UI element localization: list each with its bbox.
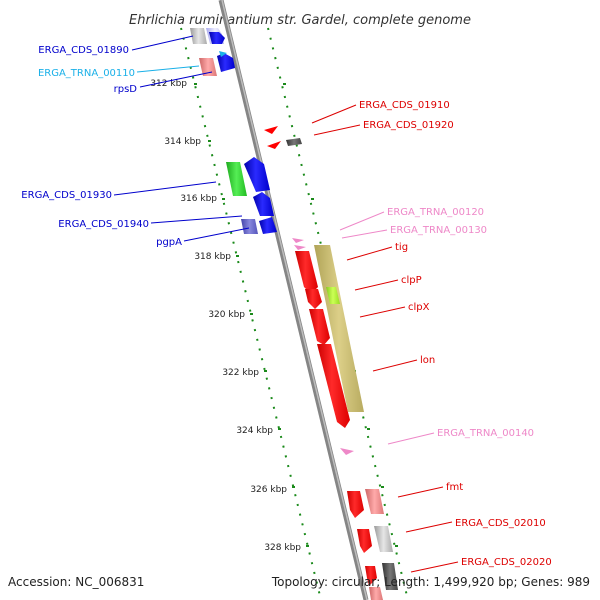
tick-label: 314 kbp	[164, 137, 201, 147]
gene-arrow	[259, 217, 277, 234]
gene-arrow	[382, 563, 398, 590]
genome-backbone-highlight	[221, 0, 368, 600]
gene-arrow	[295, 251, 318, 294]
gene-arrow	[199, 58, 217, 76]
trna-marker	[292, 238, 304, 243]
gene-arrow	[326, 287, 340, 304]
right-callout-lines	[311, 104, 459, 573]
trna-marker	[264, 126, 278, 134]
gene-label[interactable]: ERGA_TRNA_00130	[390, 225, 487, 236]
tick-label: 320 kbp	[208, 310, 245, 320]
outer-track-left	[180, 27, 322, 600]
genome-backbone	[218, 0, 369, 600]
gene-label[interactable]: rpsD	[114, 84, 138, 95]
gene-label[interactable]: ERGA_TRNA_00110	[38, 68, 135, 79]
gene-arrow	[305, 289, 322, 309]
tick-label: 322 kbp	[222, 368, 259, 378]
left-labels: ERGA_CDS_01890 ERGA_TRNA_00110 rpsD ERGA…	[21, 45, 182, 248]
right-labels: ERGA_CDS_01910 ERGA_CDS_01920 ERGA_TRNA_…	[359, 100, 552, 568]
gene-label[interactable]: ERGA_TRNA_00120	[387, 207, 484, 218]
tick-labels: 312 kbp 314 kbp 316 kbp 318 kbp 320 kbp …	[150, 79, 301, 553]
tick-label: 324 kbp	[236, 426, 273, 436]
outer-track-right	[267, 27, 409, 600]
gene-arrow	[190, 28, 207, 44]
gene-arrow	[244, 157, 270, 192]
gene-label[interactable]: lon	[420, 355, 435, 366]
gene-label[interactable]: pgpA	[156, 237, 182, 248]
topology-text: Topology: circular; Length: 1,499,920 bp…	[271, 575, 590, 589]
gene-label[interactable]: ERGA_CDS_02010	[455, 518, 546, 529]
gene-arrow	[226, 162, 247, 196]
gene-arrow	[209, 32, 225, 44]
gene-arrow	[241, 219, 258, 234]
gene-arrow	[309, 309, 330, 345]
map-title: Ehrlichia ruminantium str. Gardel, compl…	[129, 13, 471, 28]
tick-label: 328 kbp	[264, 543, 301, 553]
gene-label[interactable]: tig	[395, 242, 408, 253]
gene-arrow	[357, 529, 372, 553]
gene-label[interactable]: ERGA_CDS_01890	[38, 45, 129, 56]
forward-features	[190, 28, 277, 234]
gene-label[interactable]: ERGA_CDS_01910	[359, 100, 450, 111]
gene-label[interactable]: ERGA_CDS_01930	[21, 190, 112, 201]
gene-arrow	[253, 192, 274, 216]
gene-arrow	[365, 566, 377, 586]
tick-label: 316 kbp	[180, 194, 217, 204]
gene-label[interactable]: clpX	[408, 302, 430, 313]
gene-label[interactable]: fmt	[446, 482, 463, 493]
tick-label: 326 kbp	[250, 485, 287, 495]
gene-arrow	[317, 344, 350, 428]
left-tick-marks	[194, 83, 309, 547]
gene-label[interactable]: clpP	[401, 275, 422, 286]
gene-arrow	[365, 489, 384, 514]
accession-text: Accession: NC_006831	[8, 575, 144, 589]
gene-label[interactable]: ERGA_CDS_02020	[461, 557, 552, 568]
tick-label: 318 kbp	[194, 252, 231, 262]
reverse-features	[264, 126, 398, 600]
gene-arrow	[347, 491, 364, 518]
trna-marker	[294, 245, 306, 250]
tick-label: 312 kbp	[150, 79, 187, 89]
trna-marker	[267, 141, 281, 149]
gene-label[interactable]: ERGA_CDS_01920	[363, 120, 454, 131]
left-callout-lines	[113, 35, 250, 242]
trna-marker	[219, 51, 227, 57]
gene-arrow	[369, 587, 383, 600]
cog-band	[314, 245, 364, 412]
gene-arrow	[286, 138, 302, 146]
gene-arrow	[374, 526, 393, 552]
trna-marker	[340, 448, 354, 455]
gene-label[interactable]: ERGA_TRNA_00140	[437, 428, 534, 439]
gene-label[interactable]: ERGA_CDS_01940	[58, 219, 149, 230]
gene-arrow	[217, 53, 235, 72]
